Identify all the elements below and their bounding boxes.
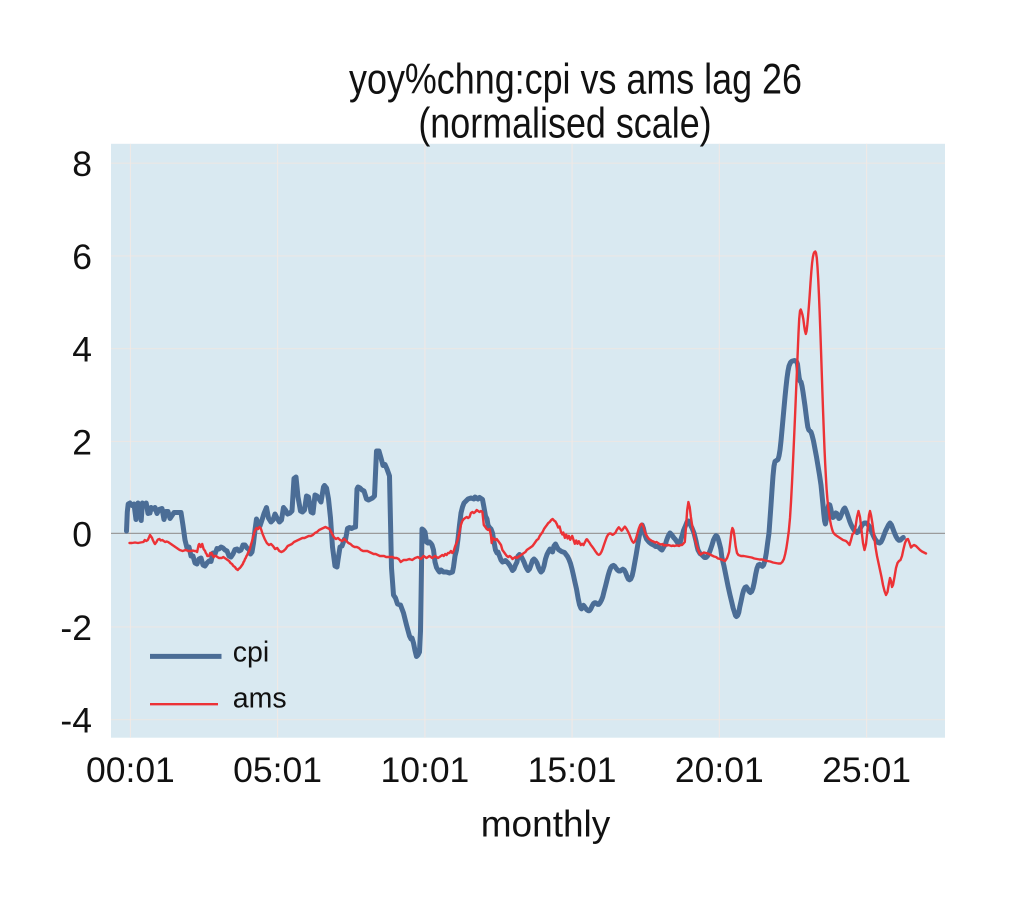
svg-text:-2: -2 <box>60 608 92 648</box>
svg-text:4: 4 <box>72 330 92 370</box>
svg-text:monthly: monthly <box>481 804 611 845</box>
svg-text:25:01: 25:01 <box>822 750 911 790</box>
svg-text:10:01: 10:01 <box>380 750 469 790</box>
svg-text:00:01: 00:01 <box>86 750 175 790</box>
svg-text:-4: -4 <box>60 701 92 741</box>
svg-text:ams: ams <box>233 683 287 715</box>
svg-text:2: 2 <box>72 422 92 462</box>
svg-text:yoy%chng:cpi vs ams lag 26: yoy%chng:cpi vs ams lag 26 <box>349 56 802 104</box>
svg-text:15:01: 15:01 <box>528 750 617 790</box>
svg-text:05:01: 05:01 <box>233 750 322 790</box>
svg-text:8: 8 <box>72 144 92 184</box>
svg-text:cpi: cpi <box>233 637 269 669</box>
svg-text:(normalised scale): (normalised scale) <box>418 100 711 148</box>
svg-text:0: 0 <box>72 514 92 554</box>
svg-text:6: 6 <box>72 237 92 277</box>
svg-text:20:01: 20:01 <box>675 750 764 790</box>
